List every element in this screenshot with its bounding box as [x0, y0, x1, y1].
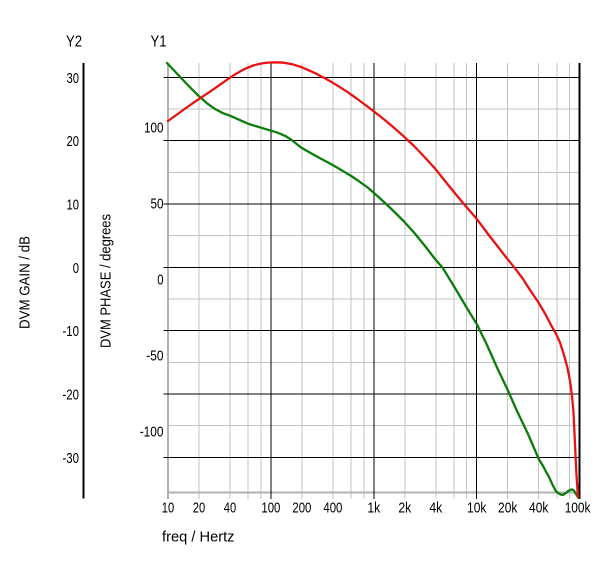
svg-text:1k: 1k	[367, 499, 380, 516]
svg-text:DVM PHASE / degrees: DVM PHASE / degrees	[98, 214, 115, 348]
svg-text:10k: 10k	[467, 499, 487, 516]
svg-text:20: 20	[193, 499, 205, 516]
svg-text:Y1: Y1	[151, 33, 167, 50]
svg-text:100: 100	[144, 119, 164, 136]
svg-text:200: 200	[292, 499, 311, 516]
svg-text:100: 100	[261, 499, 280, 516]
svg-text:0: 0	[157, 271, 163, 288]
svg-text:0: 0	[73, 260, 79, 277]
svg-text:40: 40	[224, 499, 236, 516]
svg-text:400: 400	[323, 499, 342, 516]
svg-text:-10: -10	[63, 323, 80, 340]
svg-text:30: 30	[67, 70, 80, 87]
svg-text:20k: 20k	[498, 499, 518, 516]
svg-text:4k: 4k	[429, 499, 442, 516]
svg-text:-50: -50	[146, 347, 163, 364]
svg-text:100k: 100k	[565, 499, 591, 516]
svg-text:10: 10	[162, 499, 174, 516]
svg-text:40k: 40k	[529, 499, 549, 516]
svg-text:freq / Hertz: freq / Hertz	[162, 528, 235, 545]
svg-text:Y2: Y2	[66, 33, 82, 50]
svg-text:DVM GAIN / dB: DVM GAIN / dB	[17, 236, 34, 329]
svg-text:50: 50	[151, 195, 164, 212]
svg-text:2k: 2k	[398, 499, 411, 516]
svg-text:20: 20	[67, 133, 80, 150]
svg-text:-100: -100	[140, 423, 164, 440]
svg-text:-30: -30	[63, 450, 80, 467]
svg-text:10: 10	[67, 196, 80, 213]
svg-text:-20: -20	[63, 386, 80, 403]
